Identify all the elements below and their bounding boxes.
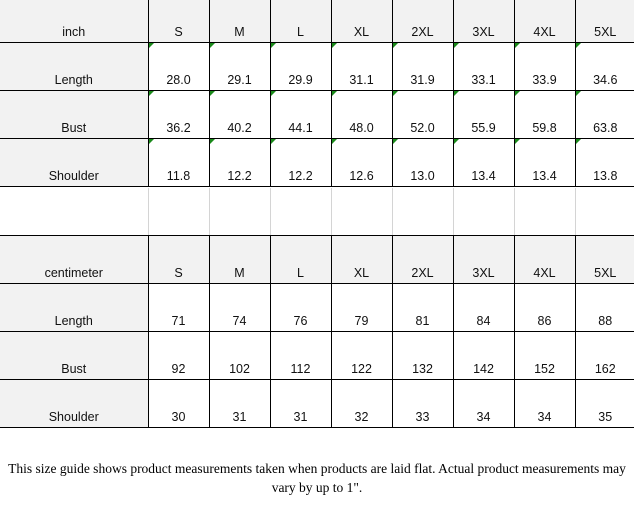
- measurement-cell: 31: [269, 379, 332, 428]
- table-row: Shoulder 11.8 12.2 12.2 12.6 13.0 13.4 13.4 13.8: [0, 138, 634, 187]
- measurement-cell: 29.1: [208, 42, 271, 91]
- measurement-cell: 33.1: [452, 42, 515, 91]
- measurement-cell: 44.1: [269, 90, 332, 139]
- gridline: [575, 188, 576, 235]
- measurement-cell: 122: [330, 331, 393, 380]
- measurement-cell: 132: [391, 331, 454, 380]
- size-header: M: [208, 0, 271, 43]
- measurement-cell: 13.0: [391, 138, 454, 187]
- measurement-cell: 142: [452, 331, 515, 380]
- measurement-cell: 152: [513, 331, 576, 380]
- gridline: [270, 188, 271, 235]
- size-header: XL: [330, 235, 393, 284]
- gridline: [148, 188, 149, 235]
- inch-size-table: inch S M L XL 2XL 3XL 4XL 5XL Length 28.0 29.1 29.9 3…: [0, 0, 634, 187]
- gridline: [392, 188, 393, 235]
- size-header: 5XL: [574, 0, 634, 43]
- table-row: Shoulder 30 31 31 32 33 34 34 35: [0, 379, 634, 428]
- measurement-cell: 74: [208, 283, 271, 332]
- measurement-cell: 34: [452, 379, 515, 428]
- size-header: M: [208, 235, 271, 284]
- measurement-cell: 40.2: [208, 90, 271, 139]
- size-header: L: [269, 0, 332, 43]
- size-header: S: [147, 0, 210, 43]
- measurement-label: Shoulder: [0, 138, 149, 187]
- measurement-cell: 31: [208, 379, 271, 428]
- unit-label: centimeter: [0, 235, 149, 284]
- gridline: [331, 188, 332, 235]
- measurement-cell: 12.2: [269, 138, 332, 187]
- size-guide-note: This size guide shows product measuremen…: [8, 461, 626, 495]
- measurement-cell: 30: [147, 379, 210, 428]
- size-header: L: [269, 235, 332, 284]
- size-header: 3XL: [452, 0, 515, 43]
- measurement-cell: 31.1: [330, 42, 393, 91]
- size-header: 4XL: [513, 0, 576, 43]
- unit-label: inch: [0, 0, 149, 43]
- measurement-cell: 31.9: [391, 42, 454, 91]
- centimeter-size-table: centimeter S M L XL 2XL 3XL 4XL 5XL Length 71 74 76 7…: [0, 235, 634, 428]
- measurement-cell: 92: [147, 331, 210, 380]
- measurement-cell: 112: [269, 331, 332, 380]
- measurement-cell: 11.8: [147, 138, 210, 187]
- measurement-cell: 76: [269, 283, 332, 332]
- size-header: 5XL: [574, 235, 634, 284]
- measurement-cell: 81: [391, 283, 454, 332]
- table-row: Bust 36.2 40.2 44.1 48.0 52.0 55.9 59.8 63.8: [0, 90, 634, 139]
- measurement-cell: 12.6: [330, 138, 393, 187]
- gridline: [514, 188, 515, 235]
- measurement-cell: 13.4: [452, 138, 515, 187]
- measurement-cell: 102: [208, 331, 271, 380]
- header-row: inch S M L XL 2XL 3XL 4XL 5XL: [0, 0, 634, 43]
- measurement-cell: 35: [574, 379, 634, 428]
- measurement-label: Bust: [0, 90, 149, 139]
- measurement-cell: 52.0: [391, 90, 454, 139]
- measurement-cell: 13.8: [574, 138, 634, 187]
- measurement-cell: 36.2: [147, 90, 210, 139]
- gridline: [453, 188, 454, 235]
- measurement-label: Shoulder: [0, 379, 149, 428]
- measurement-cell: 63.8: [574, 90, 634, 139]
- table-row: Length 71 74 76 79 81 84 86 88: [0, 283, 634, 332]
- gridline: [209, 188, 210, 235]
- measurement-cell: 48.0: [330, 90, 393, 139]
- measurement-cell: 28.0: [147, 42, 210, 91]
- measurement-cell: 88: [574, 283, 634, 332]
- size-header: XL: [330, 0, 393, 43]
- header-row: centimeter S M L XL 2XL 3XL 4XL 5XL: [0, 235, 634, 284]
- measurement-cell: 162: [574, 331, 634, 380]
- measurement-label: Bust: [0, 331, 149, 380]
- measurement-label: Length: [0, 283, 149, 332]
- measurement-cell: 32: [330, 379, 393, 428]
- size-header: 4XL: [513, 235, 576, 284]
- measurement-cell: 12.2: [208, 138, 271, 187]
- measurement-label: Length: [0, 42, 149, 91]
- measurement-cell: 59.8: [513, 90, 576, 139]
- size-header: 2XL: [391, 0, 454, 43]
- table-row: Bust 92 102 112 122 132 142 152 162: [0, 331, 634, 380]
- size-header: 2XL: [391, 235, 454, 284]
- measurement-cell: 34: [513, 379, 576, 428]
- measurement-cell: 33.9: [513, 42, 576, 91]
- measurement-cell: 55.9: [452, 90, 515, 139]
- size-header: S: [147, 235, 210, 284]
- measurement-cell: 33: [391, 379, 454, 428]
- measurement-cell: 79: [330, 283, 393, 332]
- measurement-cell: 84: [452, 283, 515, 332]
- table-row: Length 28.0 29.1 29.9 31.1 31.9 33.1 33.9 34.6: [0, 42, 634, 91]
- measurement-cell: 71: [147, 283, 210, 332]
- spacer-row: [0, 188, 634, 235]
- measurement-cell: 13.4: [513, 138, 576, 187]
- size-header: 3XL: [452, 235, 515, 284]
- measurement-cell: 34.6: [574, 42, 634, 91]
- measurement-cell: 86: [513, 283, 576, 332]
- measurement-cell: 29.9: [269, 42, 332, 91]
